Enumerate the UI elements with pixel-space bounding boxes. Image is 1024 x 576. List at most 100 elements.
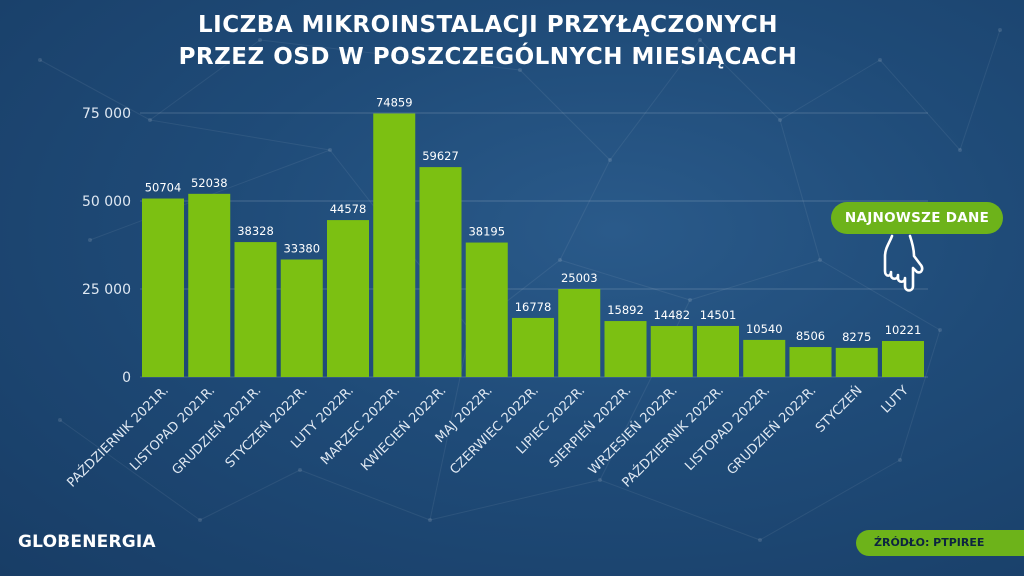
value-labels: 50704 52038 38328 33380 44578 74859 59627 38195… (145, 95, 922, 343)
chart-title-line-1: LICZBA MIKROINSTALACJI PRZYŁĄCZONYCH (198, 12, 778, 38)
network-node (88, 238, 92, 242)
network-node (328, 148, 332, 152)
network-line (779, 119, 821, 261)
category-labels: PAŹDZIERNIK 2021R.LISTOPAD 2021R.GRUDZIE… (64, 383, 912, 491)
network-line (299, 469, 431, 521)
network-node (898, 458, 902, 462)
bar (789, 347, 832, 377)
category-label: LUTY (879, 383, 912, 416)
bar (558, 288, 601, 377)
network-node (38, 58, 42, 62)
bar-value-label: 8275 (842, 330, 871, 344)
pointing-hand-icon (883, 234, 924, 292)
bar (280, 259, 323, 377)
network-node (148, 118, 152, 122)
bar-value-label: 59627 (422, 149, 459, 163)
network-line (149, 39, 261, 121)
y-tick-label: 50 000 (82, 194, 131, 210)
bar-value-label: 16778 (515, 300, 552, 314)
bar (188, 193, 231, 377)
bar-value-label: 52038 (191, 176, 228, 190)
network-line (259, 39, 521, 71)
bar-value-label: 14501 (700, 308, 737, 322)
bar (419, 167, 462, 377)
bar-value-label: 44578 (330, 202, 367, 216)
network-node (688, 298, 692, 302)
source-badge: ŹRÓDŁO: PTPIREE (856, 530, 1024, 556)
network-line (429, 329, 471, 521)
bar-value-label: 8506 (796, 329, 825, 343)
network-node (428, 518, 432, 522)
y-tick-label: 75 000 (82, 106, 131, 122)
bar-value-label: 38195 (468, 225, 505, 239)
bar-value-label: 74859 (376, 95, 413, 109)
network-node (518, 68, 522, 72)
bar-value-label: 33380 (283, 242, 320, 256)
bar (142, 198, 184, 377)
category-label: SIERPIEŃ 2022R. (546, 383, 634, 471)
network-node (998, 28, 1002, 32)
category-label: MARZEC 2022R. (318, 383, 403, 468)
network-line (559, 259, 691, 301)
network-node (958, 148, 962, 152)
category-label: STYCZEŃ (812, 383, 865, 436)
chart-title-line-2: PRZEZ OSD W POSZCZEGÓLNYCH MIESIĄCACH (178, 44, 798, 70)
bar (373, 113, 416, 377)
network-line (779, 59, 881, 121)
category-label: GRUDZIEŃ 2021R. (169, 383, 265, 479)
bars (142, 113, 924, 377)
network-node (258, 38, 262, 42)
network-line (879, 59, 961, 151)
category-label: STYCZEŃ 2022R. (222, 383, 311, 472)
y-tick-label: 0 (122, 370, 131, 386)
network-node (778, 118, 782, 122)
bar-value-label: 10221 (885, 323, 922, 337)
network-line (199, 469, 301, 521)
network-line (149, 119, 331, 151)
bar-value-label: 25003 (561, 271, 598, 285)
bar (650, 326, 693, 377)
bar (234, 242, 277, 377)
globenergia-logo: GLOBENERGIA (18, 532, 156, 552)
y-tick-label: 25 000 (82, 282, 131, 298)
network-line (519, 69, 611, 161)
network-line (39, 59, 151, 121)
network-line (609, 39, 701, 161)
bar (327, 220, 369, 377)
bar (604, 321, 647, 377)
category-label: LISTOPAD 2021R. (127, 383, 218, 474)
network-line (959, 29, 1001, 151)
category-label: GRUDZIEŃ 2022R. (724, 383, 820, 479)
network-node (598, 478, 602, 482)
bar-value-label: 38328 (237, 224, 274, 238)
network-node (298, 468, 302, 472)
bar-value-label: 15892 (607, 303, 644, 317)
network-node (698, 38, 702, 42)
category-label: CZERWIEC 2022R. (447, 383, 541, 477)
network-line (899, 329, 941, 461)
bar-value-label: 14482 (653, 308, 690, 322)
network-node (878, 58, 882, 62)
network-node (558, 258, 562, 262)
network-line (699, 39, 781, 121)
network-line (59, 419, 201, 521)
bar (512, 317, 554, 377)
network-node (938, 328, 942, 332)
network-line (429, 479, 601, 521)
network-line (599, 479, 761, 541)
network-line (689, 259, 821, 301)
bar (743, 339, 786, 377)
category-label: LISTOPAD 2022R. (682, 383, 773, 474)
category-label: WRZESIEŃ 2022R. (585, 383, 680, 478)
network-node (58, 418, 62, 422)
network-line (759, 459, 901, 541)
bar-value-label: 10540 (746, 322, 783, 336)
y-axis-ticks: 0 25 000 50 000 75 000 (82, 106, 131, 386)
category-label: KWIECIEŃ 2022R. (358, 383, 450, 475)
latest-data-badge: NAJNOWSZE DANE (831, 202, 1003, 234)
bar (882, 341, 924, 377)
bar-value-label: 50704 (145, 181, 182, 195)
network-node (198, 518, 202, 522)
network-node (818, 258, 822, 262)
